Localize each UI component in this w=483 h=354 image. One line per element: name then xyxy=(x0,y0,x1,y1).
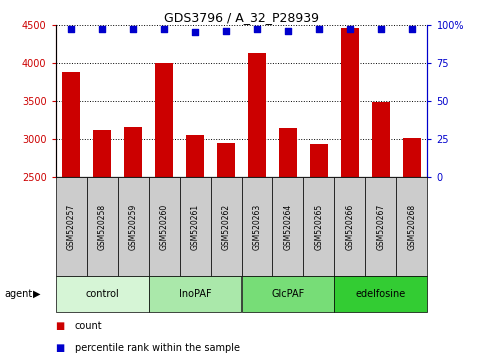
Bar xyxy=(211,177,242,276)
Bar xyxy=(155,63,173,177)
Bar xyxy=(242,276,334,312)
Point xyxy=(222,28,230,34)
Point xyxy=(346,27,354,32)
Text: InoPAF: InoPAF xyxy=(179,289,212,299)
Bar xyxy=(334,177,366,276)
Bar xyxy=(180,177,211,276)
Bar xyxy=(403,138,421,177)
Bar xyxy=(56,276,149,312)
Text: edelfosine: edelfosine xyxy=(356,289,406,299)
Bar xyxy=(242,177,272,276)
Point xyxy=(284,28,292,34)
Text: ▶: ▶ xyxy=(32,289,40,299)
Text: GSM520261: GSM520261 xyxy=(190,204,199,250)
Bar xyxy=(334,276,427,312)
Point xyxy=(160,27,168,32)
Point xyxy=(67,27,75,32)
Bar xyxy=(248,53,266,177)
Bar xyxy=(149,177,180,276)
Bar xyxy=(272,177,303,276)
Text: GlcPAF: GlcPAF xyxy=(271,289,305,299)
Point xyxy=(191,29,199,35)
Bar xyxy=(397,177,427,276)
Bar xyxy=(279,128,297,177)
Bar xyxy=(341,28,359,177)
Bar xyxy=(62,72,80,177)
Bar xyxy=(117,177,149,276)
Bar xyxy=(86,177,117,276)
Point xyxy=(253,27,261,32)
Bar xyxy=(124,127,142,177)
Text: GSM520262: GSM520262 xyxy=(222,204,230,250)
Text: count: count xyxy=(75,321,102,331)
Text: GSM520263: GSM520263 xyxy=(253,204,261,250)
Bar xyxy=(149,276,242,312)
Text: GSM520268: GSM520268 xyxy=(408,204,416,250)
Bar xyxy=(217,143,235,177)
Title: GDS3796 / A_32_P28939: GDS3796 / A_32_P28939 xyxy=(164,11,319,24)
Text: percentile rank within the sample: percentile rank within the sample xyxy=(75,343,240,353)
Bar xyxy=(372,102,390,177)
Bar xyxy=(366,177,397,276)
Bar xyxy=(93,130,112,177)
Text: GSM520259: GSM520259 xyxy=(128,204,138,250)
Point xyxy=(377,27,385,32)
Text: control: control xyxy=(85,289,119,299)
Bar xyxy=(56,177,86,276)
Text: GSM520265: GSM520265 xyxy=(314,204,324,250)
Point xyxy=(129,27,137,32)
Text: GSM520264: GSM520264 xyxy=(284,204,293,250)
Text: GSM520267: GSM520267 xyxy=(376,204,385,250)
Text: GSM520258: GSM520258 xyxy=(98,204,107,250)
Text: GSM520266: GSM520266 xyxy=(345,204,355,250)
Bar xyxy=(186,135,204,177)
Point xyxy=(408,27,416,32)
Text: ■: ■ xyxy=(56,343,65,353)
Bar xyxy=(310,143,328,177)
Text: GSM520257: GSM520257 xyxy=(67,204,75,250)
Point xyxy=(98,27,106,32)
Text: agent: agent xyxy=(5,289,33,299)
Bar xyxy=(303,177,334,276)
Text: ■: ■ xyxy=(56,321,65,331)
Point xyxy=(315,27,323,32)
Text: GSM520260: GSM520260 xyxy=(159,204,169,250)
